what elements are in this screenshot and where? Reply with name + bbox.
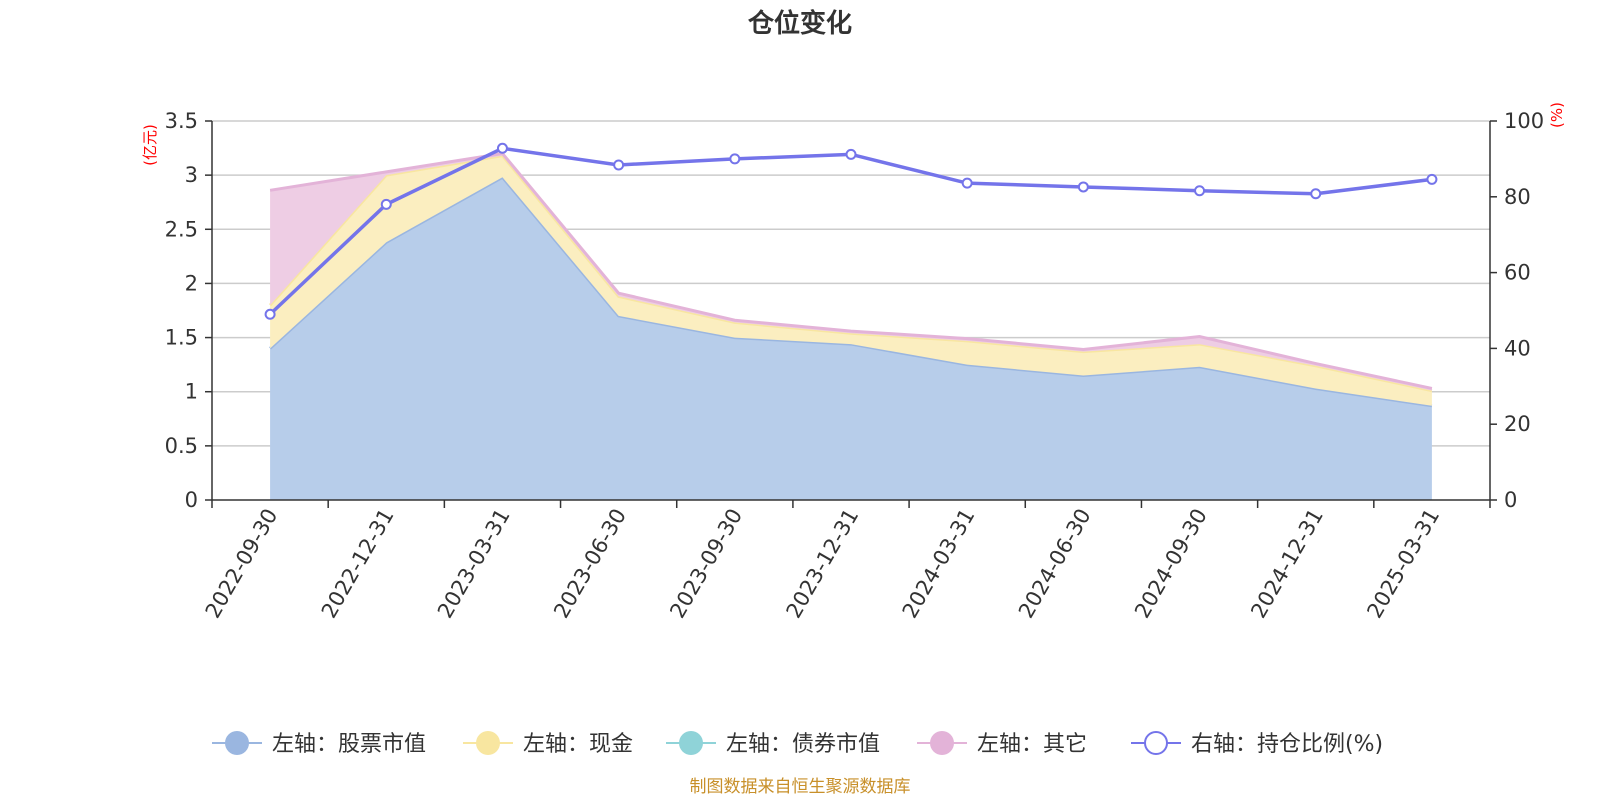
left-axis-tick-label: 0 [185, 488, 198, 512]
legend-marker [679, 731, 703, 755]
x-axis-tick-label: 2023-06-30 [549, 505, 631, 623]
ratio-point [845, 148, 857, 160]
right-axis-tick-label: 100 [1504, 109, 1544, 133]
x-axis-tick-label: 2023-12-31 [782, 505, 864, 623]
source-note: 制图数据来自恒生聚源数据库 [690, 777, 911, 797]
x-axis-tick-label: 2023-09-30 [665, 505, 747, 623]
x-axis-tick-label: 2025-03-31 [1362, 505, 1444, 623]
legend-marker [930, 731, 954, 755]
x-axis-tick-label: 2022-12-31 [317, 505, 399, 623]
x-axis-tick-label: 2024-03-31 [898, 505, 980, 623]
ratio-point [264, 308, 276, 320]
right-axis-tick-label: 0 [1504, 488, 1517, 512]
legend-label: 右轴：持仓比例(%) [1191, 732, 1383, 757]
ratio-point [496, 142, 508, 154]
right-axis-tick-label: 60 [1504, 261, 1531, 285]
ratio-point [729, 153, 741, 165]
left-axis-tick-label: 3.5 [165, 109, 198, 133]
area-左轴：现金 [270, 155, 1432, 406]
legend: 左轴：股票市值 左轴：现金 左轴：债券市值 左轴：其它 右轴：持仓比例(%) [212, 731, 1383, 757]
legend-label: 左轴：债券市值 [726, 732, 880, 757]
ratio-point [1194, 185, 1206, 197]
legend-marker [476, 731, 500, 755]
ratio-point [1310, 188, 1322, 200]
stacked-areas [268, 151, 1433, 500]
x-axis-tick-label: 2024-12-31 [1246, 505, 1328, 623]
legend-marker [225, 731, 249, 755]
right-axis-unit: (%) [1548, 102, 1566, 128]
left-axis-tick-label: 0.5 [165, 434, 198, 458]
ratio-point [961, 177, 973, 189]
x-axis-tick-label: 2022-09-30 [201, 505, 283, 623]
legend-label: 左轴：其它 [977, 732, 1087, 757]
ratio-point [1426, 173, 1438, 185]
area-左轴：股票市值 [270, 177, 1432, 500]
right-axis-tick-label: 20 [1504, 412, 1531, 436]
ratio-point [1077, 181, 1089, 193]
area-edge-左轴：其它 [269, 151, 1433, 390]
left-axis-tick-label: 1 [185, 380, 198, 404]
ratio-point [380, 198, 392, 210]
position-ratio-line [264, 142, 1438, 320]
left-axis-tick-label: 1.5 [165, 326, 198, 350]
right-axis-tick-label: 80 [1504, 185, 1531, 209]
x-axis-tick-label: 2024-09-30 [1130, 505, 1212, 623]
left-axis-unit: (亿元) [141, 124, 159, 166]
left-axis-tick-label: 2.5 [165, 217, 198, 241]
legend-label: 左轴：现金 [523, 732, 633, 757]
x-axis-tick-label: 2024-06-30 [1014, 505, 1096, 623]
left-axis-tick-label: 2 [185, 271, 198, 295]
legend-marker [1144, 731, 1168, 755]
chart-title: 仓位变化 [747, 8, 852, 39]
legend-label: 左轴：股票市值 [272, 732, 426, 757]
right-axis-tick-label: 40 [1504, 336, 1531, 360]
ratio-point [613, 159, 625, 171]
x-axis-tick-label: 2023-03-31 [433, 505, 515, 623]
left-axis-tick-label: 3 [185, 163, 198, 187]
